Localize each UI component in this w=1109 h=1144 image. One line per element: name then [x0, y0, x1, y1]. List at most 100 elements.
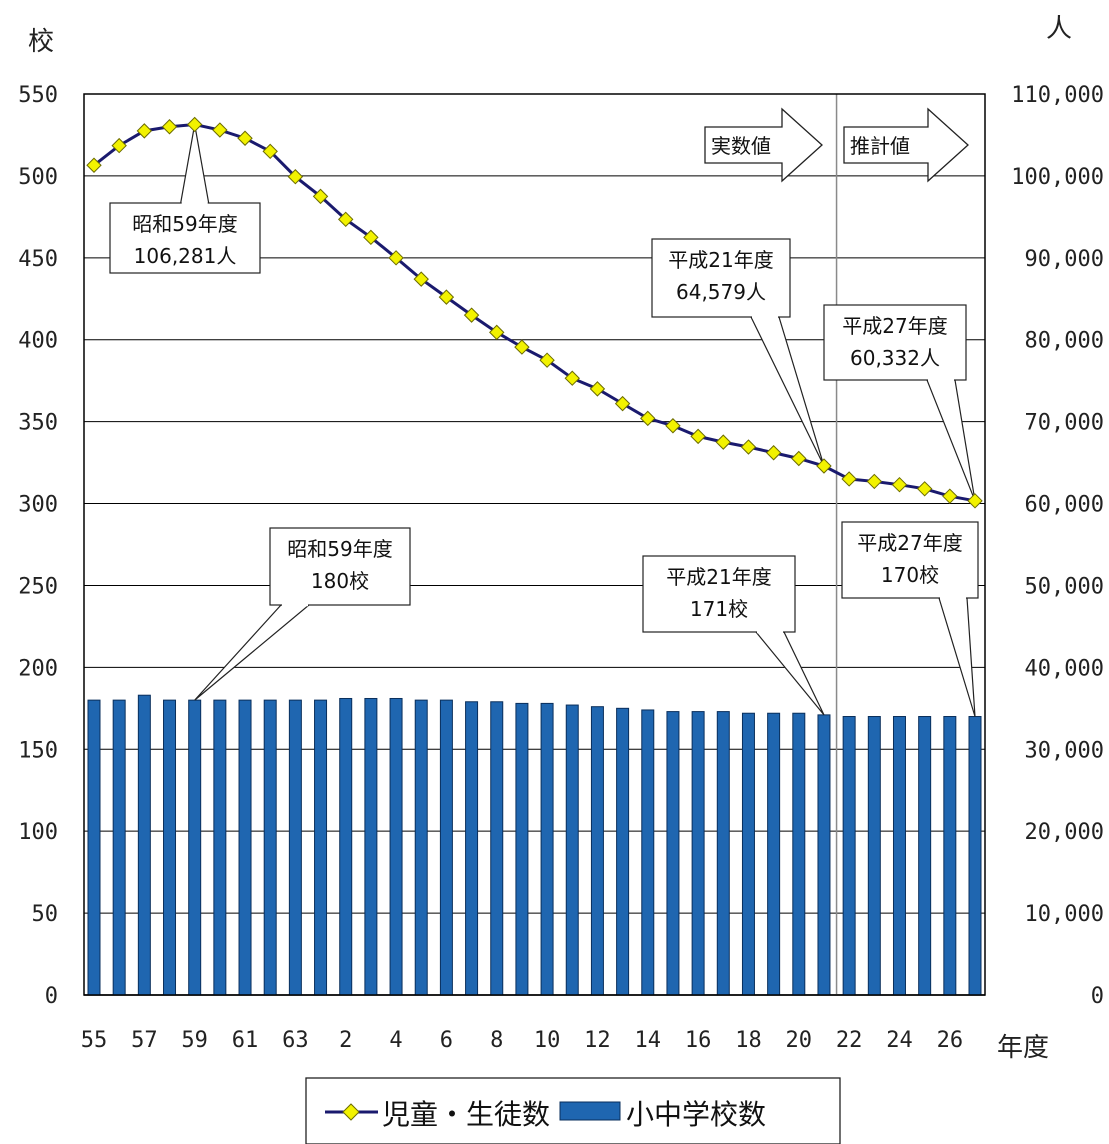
arrow-estimated-label: 推計値 — [850, 134, 910, 158]
marker-7 — [463, 307, 480, 323]
marker-4 — [388, 250, 404, 266]
marker-25 — [916, 481, 933, 497]
bar-58 — [163, 699, 177, 996]
marker-17 — [715, 434, 731, 450]
x-tick: 20 — [786, 1028, 813, 1053]
bar-7 — [465, 701, 479, 996]
y-left-tick: 200 — [18, 656, 58, 681]
period-arrows: 実数値 推計値 — [704, 107, 969, 183]
y-right-tick: 40,000 — [1025, 656, 1104, 681]
callout-leader — [938, 597, 976, 717]
y-left-tick: 400 — [18, 329, 58, 354]
callout-line1: 昭和59年度 — [132, 212, 237, 236]
callout-line2: 180校 — [311, 569, 369, 593]
bar-19 — [767, 712, 781, 996]
plot-frame — [83, 93, 986, 996]
bar-24 — [892, 716, 906, 996]
x-tick: 18 — [735, 1028, 762, 1053]
callout-line2: 60,332人 — [850, 346, 940, 370]
bar-25 — [918, 716, 932, 996]
marker-11 — [564, 370, 580, 386]
bar-8 — [490, 701, 504, 996]
callout-line2: 171校 — [690, 597, 748, 621]
x-tick: 8 — [490, 1028, 503, 1053]
bar-2 — [339, 697, 353, 996]
marker-57 — [136, 123, 153, 139]
marker-18 — [740, 439, 757, 455]
x-tick: 16 — [685, 1028, 712, 1053]
y-left-tick: 150 — [18, 738, 58, 763]
x-tick: 61 — [232, 1028, 259, 1053]
y-left-tick: 0 — [45, 984, 58, 1009]
marker-2 — [338, 211, 354, 228]
bar-14 — [641, 709, 655, 996]
arrow-actual-label: 実数値 — [711, 134, 771, 158]
bar-20 — [792, 712, 806, 996]
y-left-tick: 300 — [18, 493, 58, 518]
y-right-tick-labels: 0 10,000 20,000 30,000 40,000 50,000 60,000 70,… — [1011, 83, 1104, 1009]
bar-6 — [439, 699, 453, 996]
callout-leader — [926, 379, 976, 502]
marker-5 — [413, 271, 429, 287]
marker-22 — [841, 471, 857, 487]
legend-bar-swatch — [559, 1101, 621, 1121]
x-tick-labels: 55 57 59 61 63 2 4 6 8 10 12 14 16 18 20 22 24 26 — [81, 1028, 963, 1053]
bar-3 — [364, 697, 378, 996]
bar-60 — [213, 699, 227, 996]
marker-56 — [111, 137, 127, 154]
bar-18 — [741, 712, 755, 996]
y-left-tick: 250 — [18, 574, 58, 599]
x-tick: 14 — [635, 1028, 662, 1053]
y-left-tick: 450 — [18, 247, 58, 272]
callout-leader — [194, 604, 311, 701]
y-right-tick: 90,000 — [1025, 247, 1104, 272]
marker-63 — [287, 169, 304, 185]
callout-line2: 64,579人 — [676, 280, 766, 304]
bar-59 — [188, 699, 202, 996]
legend-marker-swatch — [342, 1103, 360, 1121]
callout-box — [269, 527, 411, 606]
y-left-tick-labels: 0 50 100 150 200 250 300 350 400 450 500 550 — [18, 83, 58, 1009]
y-left-axis-label: 校 — [28, 27, 54, 57]
x-tick: 10 — [534, 1028, 561, 1053]
bar-10 — [540, 702, 554, 996]
bar-56 — [112, 699, 126, 996]
marker-3 — [363, 229, 379, 246]
callout-line1: 昭和59年度 — [287, 537, 392, 561]
callout-box — [109, 202, 261, 274]
callout-line1: 平成21年度 — [666, 565, 771, 589]
callout-line2: 170校 — [881, 563, 939, 587]
x-tick: 24 — [886, 1028, 913, 1053]
bar-23 — [867, 716, 881, 996]
bar-12 — [590, 706, 604, 996]
bar-4 — [389, 697, 403, 996]
y-left-tick: 50 — [32, 902, 59, 927]
y-right-axis-label: 人 — [1046, 14, 1072, 44]
bar-57 — [137, 694, 151, 996]
y-right-tick: 20,000 — [1025, 820, 1104, 845]
legend: 児童・生徒数 小中学校数 — [305, 1077, 841, 1144]
bar-5 — [414, 699, 428, 996]
bar-1 — [314, 699, 328, 996]
x-tick: 63 — [282, 1028, 309, 1053]
marker-20 — [791, 450, 807, 467]
y-right-tick: 70,000 — [1025, 411, 1104, 436]
bar-17 — [716, 711, 730, 996]
marker-55 — [86, 157, 102, 173]
marker-16 — [690, 428, 706, 445]
x-tick: 55 — [81, 1028, 108, 1053]
marker-58 — [161, 119, 178, 135]
y-right-tick: 50,000 — [1025, 574, 1104, 599]
marker-23 — [866, 473, 883, 490]
bar-27 — [968, 716, 982, 996]
callout-line1: 平成27年度 — [857, 531, 962, 555]
x-axis-label: 年度 — [997, 1033, 1049, 1063]
x-tick: 22 — [836, 1028, 863, 1053]
marker-10 — [539, 352, 555, 368]
x-tick: 6 — [440, 1028, 453, 1053]
marker-13 — [614, 395, 631, 412]
y-right-tick: 30,000 — [1025, 738, 1104, 763]
y-left-tick: 550 — [18, 83, 58, 108]
marker-24 — [891, 476, 908, 493]
x-tick: 4 — [389, 1028, 402, 1053]
